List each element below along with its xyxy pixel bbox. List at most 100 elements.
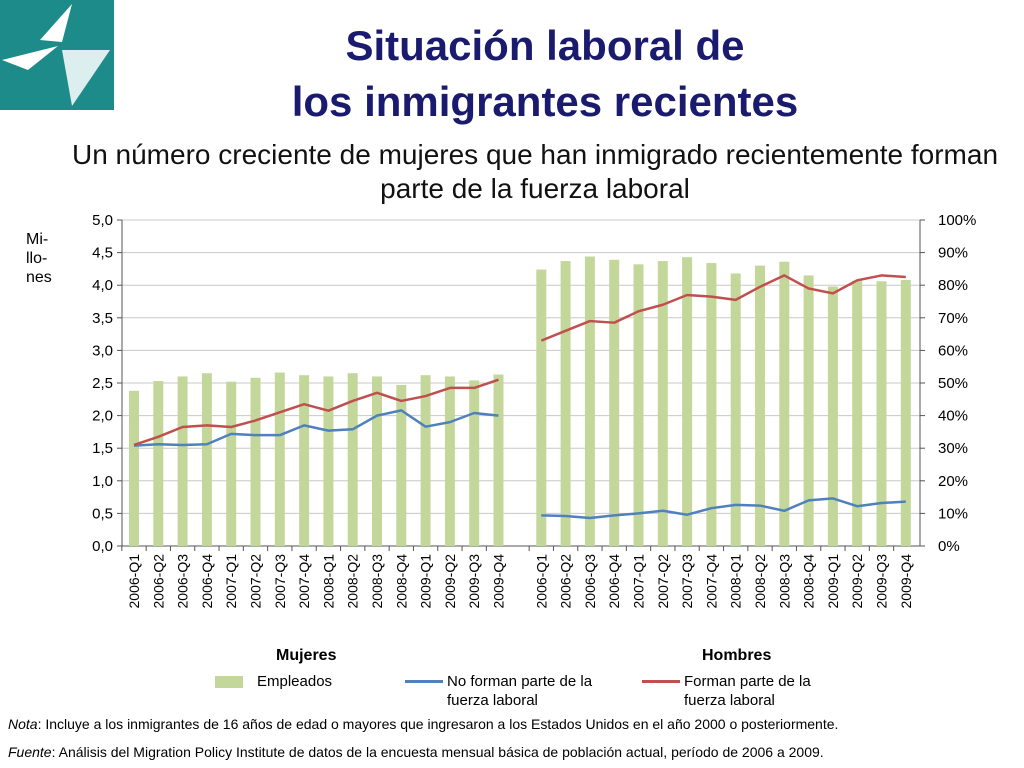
left-axis-tick-label: 4,5 — [92, 245, 113, 262]
bar-employed — [493, 374, 504, 546]
x-axis-tick-label: 2009-Q2 — [442, 554, 458, 609]
x-axis-tick-label: 2007-Q4 — [703, 554, 719, 609]
line-not-in-labor-force — [541, 497, 906, 520]
bar-employed — [755, 265, 765, 546]
legend-label-not-in-labor-force: No forman parte de la fuerza laboral — [447, 673, 593, 709]
labor-status-chart: 0,0 0,5 1,0 1,5 2,0 2,5 3,0 3,5 4,0 4,5 5,0 0% 10% 20… — [92, 212, 976, 609]
x-axis-tick-label: 2006-Q3 — [175, 554, 191, 609]
legend-blue-line-swatch — [405, 680, 443, 683]
left-axis-tick-label: 4,0 — [92, 277, 113, 294]
group-label-women: Mujeres — [276, 647, 337, 664]
x-axis-tick-label: 2007-Q3 — [679, 554, 695, 609]
right-axis-tick-label: 80% — [938, 277, 968, 294]
x-axis-tick-label: 2006-Q1 — [533, 554, 549, 609]
x-axis-tick-label: 2007-Q1 — [223, 554, 239, 609]
bar-employed — [584, 256, 595, 546]
right-axis-tick-label: 0% — [938, 538, 960, 555]
page-subtitle: Un número creciente de mujeres que han i… — [71, 139, 999, 204]
left-axis-tick-label: 2,0 — [92, 408, 113, 425]
x-axis-tick-label: 2009-Q4 — [491, 554, 507, 609]
left-axis-tick-label: 0,0 — [92, 538, 113, 555]
x-axis-tick-label: 2007-Q2 — [655, 554, 671, 609]
left-axis-tick-label: 3,0 — [92, 342, 113, 359]
bar-employed — [250, 377, 261, 546]
bar-employed — [706, 263, 717, 546]
legend-red-line-swatch — [642, 680, 680, 683]
left-axis-tick-label: 0,5 — [92, 505, 113, 522]
bar-employed — [372, 376, 382, 546]
group-label-men: Hombres — [702, 647, 772, 664]
right-axis-tick-label: 70% — [938, 310, 968, 327]
x-axis-tick-label: 2009-Q1 — [418, 554, 434, 609]
right-axis-tick-label: 20% — [938, 473, 968, 490]
x-axis-tick-label: 2008-Q1 — [728, 554, 744, 609]
bar-employed — [469, 380, 480, 546]
bar-employed — [420, 375, 431, 546]
footnote-fuente-label: Fuente — [8, 744, 52, 760]
bar-employed — [803, 275, 814, 546]
bar-employed — [852, 280, 863, 546]
bar-employed — [201, 373, 212, 546]
line-not-in-labor-force — [133, 409, 499, 447]
legend-bar-swatch — [215, 676, 243, 688]
right-axis-tick-label: 30% — [938, 440, 968, 457]
x-axis-tick-label: 2006-Q2 — [150, 554, 166, 609]
x-axis-tick-label: 2007-Q3 — [272, 554, 288, 609]
bar-employed — [226, 381, 237, 546]
left-axis-units-label: Mi-llo-nes — [26, 231, 52, 286]
institute-logo — [0, 0, 114, 110]
bar-employed — [129, 390, 139, 546]
footnote-nota-text: : Incluye a los inmigrantes de 16 años d… — [37, 716, 839, 732]
bar-employed — [900, 279, 911, 546]
legend-label-employed: Empleados — [257, 673, 333, 690]
x-axis-tick-label: 2009-Q3 — [874, 554, 890, 609]
bar-employed — [536, 269, 547, 546]
bar-employed — [177, 376, 188, 546]
bar-employed — [633, 264, 644, 546]
right-axis-tick-label: 60% — [938, 342, 968, 359]
left-axis-tick-label: 1,0 — [92, 473, 113, 490]
x-axis-tick-label: 2006-Q2 — [558, 554, 574, 609]
x-axis-tick-label: 2006-Q4 — [199, 554, 215, 609]
bar-employed — [444, 376, 455, 546]
bar-employed — [560, 261, 571, 546]
left-axis-tick-label: 2,5 — [92, 375, 113, 392]
right-axis-tick-label: 90% — [938, 245, 968, 262]
x-axis-tick-label: 2009-Q4 — [898, 554, 914, 609]
left-axis-tick-label: 5,0 — [92, 212, 113, 229]
x-axis-tick-label: 2007-Q1 — [631, 554, 647, 609]
x-axis-tick-label: 2009-Q2 — [849, 554, 865, 609]
footnote-nota-label: Nota — [8, 716, 38, 732]
legend-label-in-labor-force: Forman parte de la fuerza laboral — [684, 673, 811, 709]
x-axis-tick-label: 2009-Q1 — [825, 554, 841, 609]
x-axis-tick-label: 2006-Q4 — [606, 554, 622, 609]
x-axis-tick-label: 2007-Q4 — [296, 554, 312, 609]
right-axis-tick-label: 50% — [938, 375, 968, 392]
x-axis-tick-label: 2008-Q1 — [320, 554, 336, 609]
bar-employed — [779, 261, 790, 546]
right-axis-tick-label: 10% — [938, 505, 968, 522]
footnote-fuente-text: : Análisis del Migration Policy Institut… — [51, 744, 824, 760]
bar-employed — [323, 376, 334, 546]
logo-shape-upper — [40, 4, 72, 42]
logo-shape-right — [62, 50, 110, 106]
x-axis-tick-label: 2007-Q2 — [248, 554, 264, 609]
bar-employed — [827, 286, 838, 546]
line-in-labor-force — [133, 378, 499, 447]
page-title-line1: Situación laboral de — [345, 22, 745, 69]
bar-employed — [682, 257, 693, 546]
bar-employed — [609, 259, 620, 546]
x-axis-tick-label: 2006-Q3 — [582, 554, 598, 609]
x-axis-tick-label: 2009-Q3 — [466, 554, 482, 609]
right-axis-tick-label: 100% — [938, 212, 976, 229]
bar-employed — [657, 261, 668, 546]
x-axis-tick-label: 2008-Q2 — [345, 554, 361, 609]
x-axis-tick-label: 2006-Q1 — [126, 554, 142, 609]
bar-employed — [347, 373, 358, 546]
bar-employed — [274, 372, 285, 546]
logo-shape-left — [2, 46, 58, 70]
x-axis-tick-label: 2008-Q4 — [801, 554, 817, 609]
bar-employed — [153, 381, 164, 546]
left-axis-tick-label: 1,5 — [92, 440, 113, 457]
x-axis-tick-label: 2008-Q2 — [752, 554, 768, 609]
